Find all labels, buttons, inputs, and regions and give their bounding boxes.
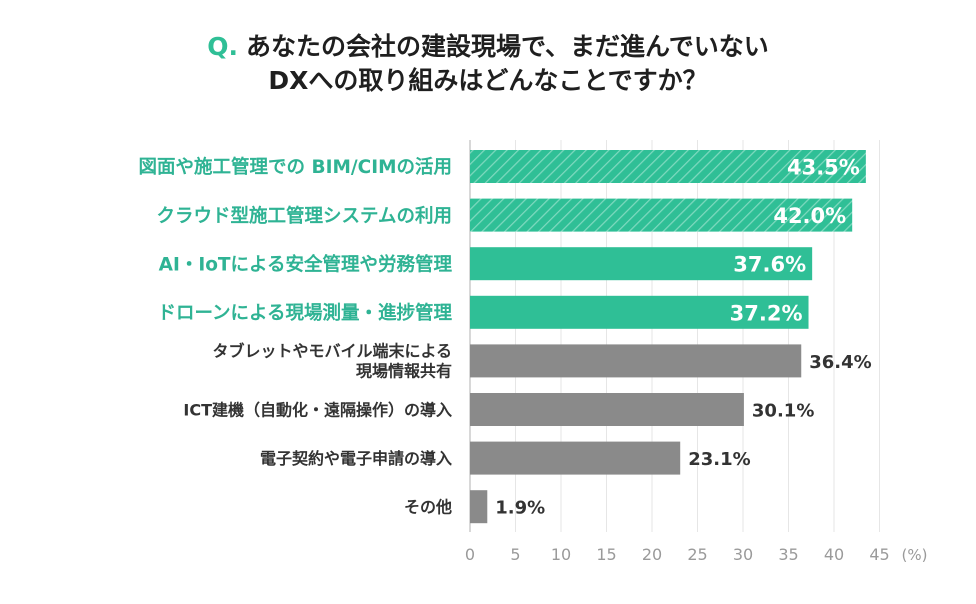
- category-label-1: クラウド型施工管理システムの利用: [157, 205, 452, 227]
- category-label-6: 電子契約や電子申請の導入: [260, 449, 452, 468]
- x-axis: 0 5 10 15 20 25 30 35 40 45 (%): [465, 545, 928, 564]
- bar-4: [470, 344, 802, 378]
- x-tick-label-5: 5: [510, 545, 520, 564]
- value-label-3: 37.2%: [730, 301, 803, 325]
- category-label-4-line-0: タブレットやモバイル端末による: [212, 342, 452, 361]
- x-axis-unit: (%): [902, 546, 928, 564]
- value-label-5: 30.1%: [752, 401, 814, 422]
- title-line-2: DXへの取り組みはどんなことですか？: [268, 66, 708, 95]
- x-tick-label-25: 25: [687, 545, 707, 564]
- category-label-3: ドローンによる現場測量・進捗管理: [157, 302, 452, 324]
- x-tick-label-10: 10: [551, 545, 571, 564]
- value-label-7: 1.9%: [495, 498, 545, 519]
- value-label-4: 36.4%: [809, 352, 871, 373]
- bar-1: [470, 198, 853, 232]
- bar-2: [470, 247, 813, 281]
- title-line-1-text: あなたの会社の建設現場で、まだ進んでいない: [245, 32, 769, 61]
- category-label-5: ICT建機（自動化・遠隔操作）の導入: [183, 400, 452, 419]
- x-tick-label-40: 40: [824, 545, 844, 564]
- value-label-0: 43.5%: [787, 156, 860, 180]
- bar-0: [470, 150, 866, 183]
- title-line-1: Q. あなたの会社の建設現場で、まだ進んでいない: [0, 30, 976, 64]
- x-tick-label-15: 15: [596, 545, 616, 564]
- bar-7: [470, 490, 488, 524]
- x-tick-label-45: 45: [869, 545, 889, 564]
- category-label-0: 図面や施工管理での BIM/CIMの活用: [139, 156, 452, 178]
- bar-6: [470, 441, 681, 475]
- question-prefix: Q.: [207, 32, 238, 61]
- bar-5: [470, 393, 744, 426]
- category-label-2: AI・IoTによる安全管理や労務管理: [159, 253, 453, 275]
- category-label-7: その他: [404, 497, 452, 516]
- x-tick-label-35: 35: [778, 545, 798, 564]
- x-tick-label-30: 30: [733, 545, 753, 564]
- value-label-1: 42.0%: [773, 204, 846, 228]
- value-label-6: 23.1%: [688, 449, 750, 470]
- bar-3: [470, 295, 809, 329]
- value-label-2: 37.6%: [733, 253, 806, 277]
- bars: [470, 150, 866, 524]
- x-tick-label-20: 20: [642, 545, 662, 564]
- x-tick-label-0: 0: [465, 545, 475, 564]
- category-label-4-line-1: 現場情報共有: [356, 362, 452, 381]
- chart-title: Q. あなたの会社の建設現場で、まだ進んでいない DXへの取り組みはどんなことです…: [0, 30, 976, 98]
- value-labels: 43.5% 42.0% 37.6% 37.2% 36.4% 30.1% 23.1% 1.9%: [495, 156, 871, 519]
